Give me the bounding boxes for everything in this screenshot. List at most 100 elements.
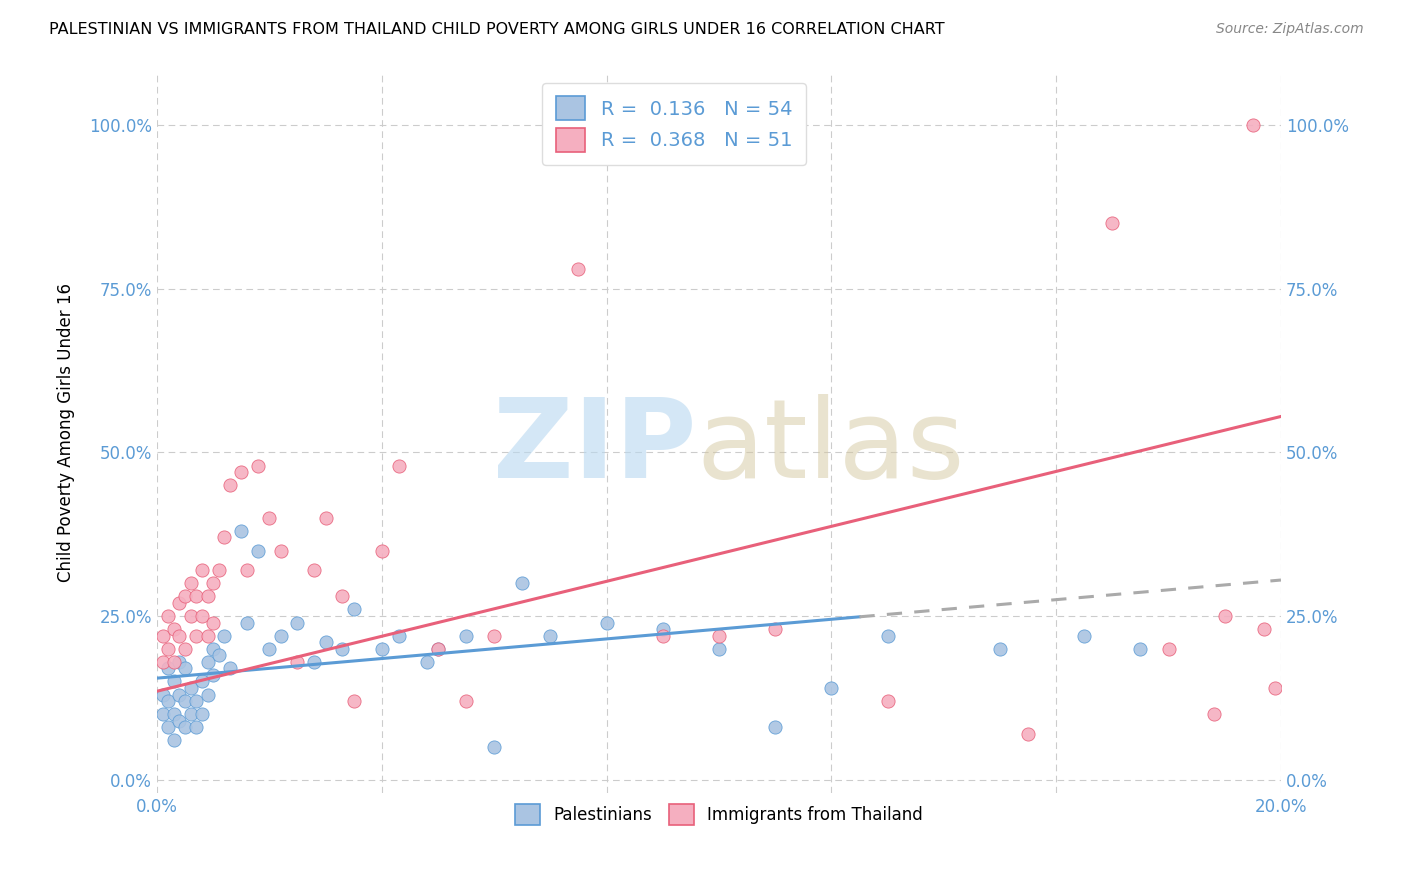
Point [152, 688, 174, 702]
Point [236, 615, 259, 630]
Point [169, 655, 191, 669]
Point [191, 674, 214, 689]
Point [197, 629, 219, 643]
Point [231, 524, 253, 538]
Point [163, 622, 186, 636]
Legend: Palestinians, Immigrants from Thailand: Palestinians, Immigrants from Thailand [505, 795, 932, 835]
Point [152, 629, 174, 643]
Point [387, 629, 409, 643]
Point [219, 478, 242, 492]
Point [157, 694, 180, 708]
Point [270, 543, 292, 558]
Point [371, 641, 394, 656]
Point [876, 629, 898, 643]
Point [186, 590, 208, 604]
Point [332, 590, 354, 604]
Point [152, 655, 174, 669]
Point [270, 629, 292, 643]
Point [197, 590, 219, 604]
Point [180, 681, 202, 695]
Point [315, 511, 337, 525]
Point [231, 465, 253, 479]
Point [191, 707, 214, 722]
Point [157, 661, 180, 675]
Point [1017, 727, 1039, 741]
Point [180, 707, 202, 722]
Point [259, 511, 281, 525]
Point [202, 641, 225, 656]
Point [1101, 217, 1123, 231]
Point [426, 641, 449, 656]
Point [567, 262, 589, 277]
Point [1253, 622, 1275, 636]
Point [1202, 707, 1225, 722]
Point [163, 674, 186, 689]
Point [174, 694, 197, 708]
Point [157, 609, 180, 624]
Point [186, 629, 208, 643]
Point [174, 590, 197, 604]
Point [426, 641, 449, 656]
Point [247, 543, 270, 558]
Point [186, 694, 208, 708]
Point [202, 615, 225, 630]
Point [236, 563, 259, 577]
Point [315, 635, 337, 649]
Point [415, 655, 437, 669]
Point [763, 720, 786, 734]
Point [1157, 641, 1180, 656]
Point [163, 733, 186, 747]
Y-axis label: Child Poverty Among Girls Under 16: Child Poverty Among Girls Under 16 [58, 284, 75, 582]
Point [595, 615, 617, 630]
Point [202, 576, 225, 591]
Point [180, 576, 202, 591]
Point [304, 563, 326, 577]
Point [876, 694, 898, 708]
Point [343, 602, 366, 616]
Point [1213, 609, 1236, 624]
Point [157, 720, 180, 734]
Point [208, 648, 231, 663]
Point [371, 543, 394, 558]
Point [538, 629, 561, 643]
Point [482, 739, 505, 754]
Point [174, 641, 197, 656]
Point [387, 458, 409, 473]
Point [152, 707, 174, 722]
Point [214, 531, 236, 545]
Point [510, 576, 533, 591]
Point [169, 714, 191, 728]
Point [174, 720, 197, 734]
Point [259, 641, 281, 656]
Point [163, 707, 186, 722]
Point [1241, 118, 1264, 132]
Point [454, 629, 477, 643]
Point [191, 609, 214, 624]
Point [1129, 641, 1152, 656]
Text: atlas: atlas [696, 393, 965, 500]
Point [186, 720, 208, 734]
Point [214, 629, 236, 643]
Point [988, 641, 1011, 656]
Point [482, 629, 505, 643]
Point [169, 688, 191, 702]
Point [287, 615, 309, 630]
Point [763, 622, 786, 636]
Point [651, 622, 673, 636]
Point [202, 668, 225, 682]
Point [247, 458, 270, 473]
Point [169, 596, 191, 610]
Point [707, 641, 730, 656]
Point [651, 629, 673, 643]
Point [707, 629, 730, 643]
Point [180, 609, 202, 624]
Point [208, 563, 231, 577]
Point [454, 694, 477, 708]
Point [343, 694, 366, 708]
Point [169, 629, 191, 643]
Point [197, 688, 219, 702]
Point [287, 655, 309, 669]
Text: ZIP: ZIP [494, 393, 696, 500]
Point [219, 661, 242, 675]
Point [332, 641, 354, 656]
